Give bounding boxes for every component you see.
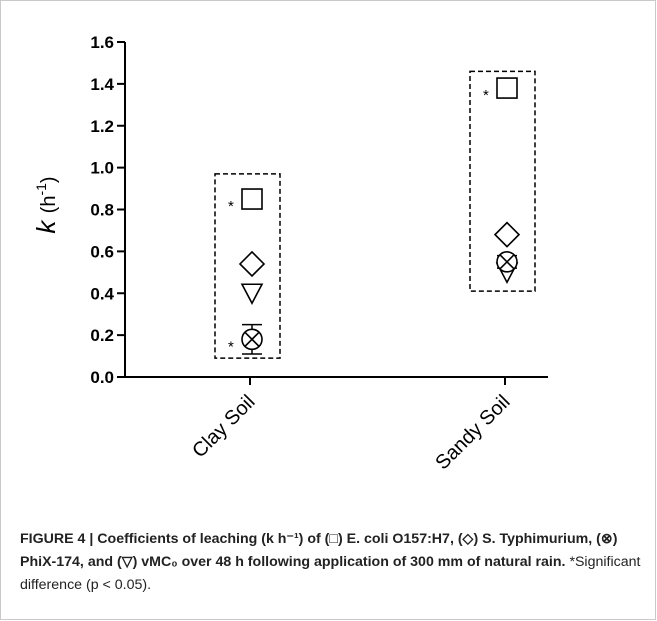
x-tick-label: Sandy Soil bbox=[431, 391, 514, 474]
point-square bbox=[241, 188, 263, 210]
significance-star: * bbox=[228, 338, 234, 355]
y-axis: 0.0 0.2 0.4 0.6 0.8 1.0 1.2 1.4 1.6 bbox=[90, 33, 126, 387]
significance-star: * bbox=[228, 198, 234, 215]
y-tick-label: 0.0 bbox=[90, 368, 114, 387]
group-box bbox=[214, 173, 281, 359]
caption-note: *Significant difference (p < 0.05). bbox=[20, 554, 641, 593]
leaching-chart: 0.0 0.2 0.4 0.6 0.8 1.0 1.2 1.4 1.6 Clay Soil San… bbox=[31, 33, 548, 474]
group-box bbox=[469, 70, 536, 292]
caption-label: FIGURE 4 | Coefficients of leaching (k h… bbox=[20, 531, 618, 570]
y-tick-label: 1.2 bbox=[90, 117, 114, 136]
y-tick-label: 1.4 bbox=[90, 75, 114, 94]
point-circle-x bbox=[496, 251, 518, 273]
y-tick-label: 0.6 bbox=[90, 242, 114, 261]
point-square bbox=[496, 77, 518, 99]
data-markers: * * * bbox=[228, 77, 521, 355]
significance-star: * bbox=[483, 87, 489, 104]
y-tick-label: 0.4 bbox=[90, 284, 114, 303]
group-boxes bbox=[214, 70, 536, 359]
x-axis: Clay Soil Sandy Soil bbox=[125, 376, 548, 474]
point-circle-x bbox=[241, 328, 263, 351]
figure-caption: FIGURE 4 | Coefficients of leaching (k h… bbox=[20, 528, 645, 597]
y-tick-label: 0.2 bbox=[90, 326, 114, 345]
y-tick-label: 0.8 bbox=[90, 201, 114, 220]
point-triangle bbox=[240, 283, 264, 305]
y-axis-title: k (h-1) bbox=[31, 176, 61, 233]
point-diamond bbox=[238, 250, 266, 278]
y-tick-label: 1.0 bbox=[90, 159, 114, 178]
y-tick-label: 1.6 bbox=[90, 33, 114, 52]
point-diamond bbox=[493, 221, 521, 248]
x-tick-label: Clay Soil bbox=[188, 391, 259, 462]
